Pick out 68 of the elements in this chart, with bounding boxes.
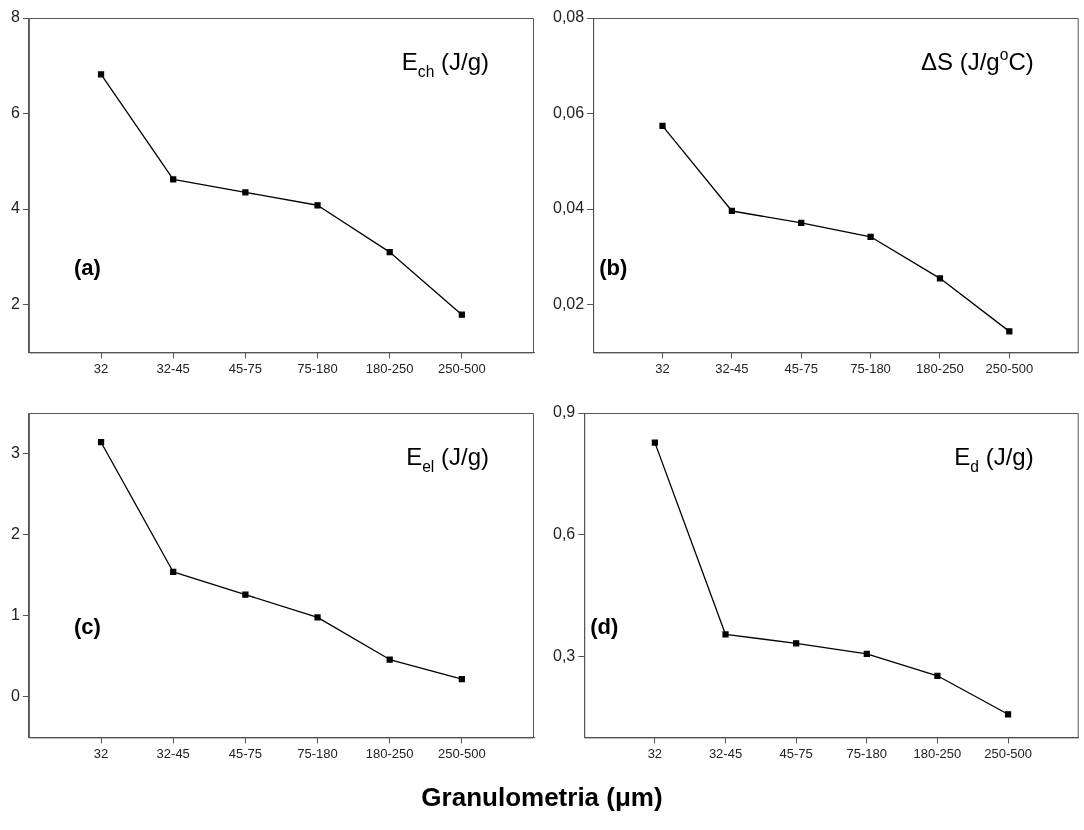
y-tick-label: 4 xyxy=(10,199,20,217)
x-tick-label: 32-45 xyxy=(708,745,743,761)
point xyxy=(1004,711,1012,718)
x-tick-label: 75-180 xyxy=(850,360,891,376)
x-tick-label: 250-500 xyxy=(984,745,1032,761)
point xyxy=(97,71,105,78)
annotation: (b) xyxy=(599,255,628,281)
point xyxy=(934,672,941,679)
point xyxy=(170,176,177,183)
y-tick-label: 1 xyxy=(10,606,20,624)
annotation: (a) xyxy=(73,255,101,281)
point xyxy=(936,275,944,282)
y-tick-label: 2 xyxy=(10,525,20,543)
x-tick-label: 45-75 xyxy=(784,360,818,376)
point xyxy=(659,122,666,130)
point xyxy=(1006,328,1013,335)
x-tick-label: 180-250 xyxy=(916,360,964,376)
x-tick-label: 32 xyxy=(93,360,109,376)
x-tick-label: 250-500 xyxy=(985,360,1034,376)
y-tick-label: 8 xyxy=(10,8,20,26)
point xyxy=(458,675,465,683)
point xyxy=(798,219,805,227)
x-tick-label: 45-75 xyxy=(228,745,262,761)
point xyxy=(386,248,393,256)
x-tick-label: 180-250 xyxy=(365,360,414,376)
x-tick-label: 32 xyxy=(655,360,670,376)
point xyxy=(793,640,800,647)
y-tick-label: 0,02 xyxy=(553,295,585,313)
annotation: (d) xyxy=(590,613,619,639)
point xyxy=(867,233,874,240)
x-tick-label: 180-250 xyxy=(365,745,414,761)
point xyxy=(728,207,735,215)
x-tick-label: 32-45 xyxy=(715,360,749,376)
point xyxy=(314,202,321,209)
point xyxy=(242,591,249,598)
point xyxy=(651,439,658,446)
y-tick-label: 0,3 xyxy=(552,646,576,664)
x-tick-label: 32 xyxy=(647,745,663,761)
point xyxy=(386,656,393,663)
y-tick-label: 6 xyxy=(10,103,20,121)
point xyxy=(170,568,177,576)
y-tick-label: 0,04 xyxy=(553,199,585,217)
x-tick-label: 75-180 xyxy=(297,745,338,761)
x-tick-label: 75-180 xyxy=(846,745,888,761)
x-tick-label: 32 xyxy=(93,745,109,761)
x-tick-label: 75-180 xyxy=(297,360,338,376)
y-tick-label: 3 xyxy=(10,443,20,461)
x-axis-title: Granulometria (μm) xyxy=(420,782,664,813)
y-tick-label: 0,06 xyxy=(553,103,585,121)
x-tick-label: 45-75 xyxy=(779,745,813,761)
y-tick-label: 0,08 xyxy=(553,8,585,26)
point xyxy=(722,631,729,638)
annotation: (c) xyxy=(73,613,101,639)
y-tick-label: 0 xyxy=(10,687,20,705)
point xyxy=(242,189,249,196)
y-tick-label: 2 xyxy=(10,295,20,313)
point xyxy=(314,614,321,621)
x-tick-label: 32-45 xyxy=(156,360,190,376)
x-tick-label: 45-75 xyxy=(228,360,262,376)
point xyxy=(458,311,465,318)
point xyxy=(97,439,105,446)
x-tick-label: 180-250 xyxy=(913,745,962,761)
y-tick-label: 0,6 xyxy=(552,525,576,543)
point xyxy=(863,650,870,657)
x-tick-label: 250-500 xyxy=(437,360,486,376)
x-tick-label: 250-500 xyxy=(437,745,486,761)
y-tick-label: 0,9 xyxy=(552,403,576,421)
x-tick-label: 32-45 xyxy=(156,745,190,761)
